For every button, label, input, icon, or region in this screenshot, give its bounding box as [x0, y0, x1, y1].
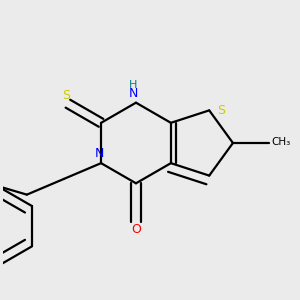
Text: N: N [128, 87, 138, 100]
Text: N: N [94, 147, 104, 160]
Text: O: O [131, 223, 141, 236]
Text: CH₃: CH₃ [271, 136, 290, 147]
Text: H: H [129, 80, 137, 90]
Text: S: S [217, 104, 225, 117]
Text: S: S [62, 88, 70, 102]
